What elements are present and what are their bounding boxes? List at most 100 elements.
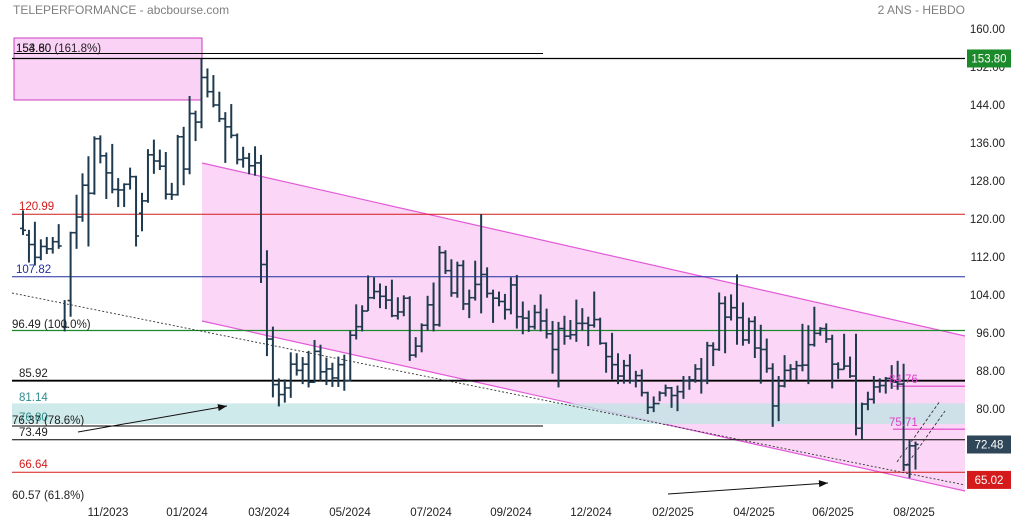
ohlc-bar [769, 363, 776, 427]
y-axis-tick: 128.00 [970, 176, 1005, 188]
ohlc-bar [246, 152, 253, 175]
arrow-annotation [667, 480, 829, 495]
ohlc-bar [710, 342, 717, 367]
level-label: 107.82 [16, 264, 51, 276]
ohlc-bar [359, 305, 366, 332]
ohlc-bar [204, 68, 211, 98]
ohlc-bar [674, 385, 681, 412]
ohlc-bar [162, 151, 169, 200]
ohlc-bar [781, 355, 788, 388]
ohlc-bar [73, 194, 80, 249]
ohlc-bar [91, 136, 98, 195]
ohlc-bar [55, 224, 62, 249]
ohlc-bar [365, 275, 372, 312]
ohlc-bar [853, 333, 859, 436]
ohlc-bar [900, 363, 907, 471]
ohlc-bar [20, 210, 26, 236]
y-axis-tick: 88.00 [976, 366, 1005, 378]
ohlc-bar [121, 183, 128, 208]
ohlc-bar [216, 91, 223, 123]
ohlc-bar [103, 152, 110, 199]
ohlc-bar [793, 360, 800, 380]
zone-label: 81.14 [19, 392, 48, 404]
ohlc-bar [496, 291, 502, 307]
ohlc-bar [763, 338, 770, 373]
x-axis-tick: 11/2023 [88, 507, 129, 519]
ohlc-bar [133, 175, 140, 247]
ohlc-bar [25, 229, 32, 263]
ohlc-bar [739, 302, 746, 346]
ohlc-bar [299, 357, 306, 385]
ohlc-bar [31, 221, 38, 266]
ohlc-bar [525, 310, 532, 332]
fib-label-618: 60.57 (61.8%) [12, 490, 84, 502]
ohlc-bar [728, 294, 735, 321]
ohlc-bar [638, 369, 645, 397]
ohlc-bar [650, 396, 657, 413]
ohlc-bar [835, 362, 842, 379]
ohlc-bar [478, 214, 485, 314]
ohlc-bar [745, 317, 752, 344]
ohlc-bar [686, 376, 693, 390]
ohlc-bar [61, 300, 68, 332]
level-label-right: 84.76 [889, 374, 918, 386]
ohlc-bar [501, 293, 508, 320]
ohlc-bar [870, 376, 877, 404]
ohlc-bar [591, 291, 598, 328]
ohlc-bar [668, 386, 675, 408]
ohlc-bar [757, 324, 764, 384]
ohlc-bar [507, 277, 514, 315]
ohlc-bar [43, 236, 50, 255]
level-label-right: 75.71 [889, 417, 918, 429]
ohlc-bar [513, 274, 520, 329]
ohlc-bar [579, 308, 586, 331]
ohlc-bar [466, 289, 473, 319]
ohlc-bar [442, 250, 449, 274]
ohlc-bar [382, 285, 389, 310]
ohlc-bar [912, 441, 919, 470]
y-axis-tick: 120.00 [970, 214, 1005, 226]
ohlc-bar [174, 134, 181, 196]
ohlc-bar [460, 260, 467, 311]
ohlc-bar [692, 364, 699, 383]
ohlc-bar [293, 353, 300, 376]
ohlc-bar [210, 75, 217, 108]
ohlc-bar [644, 391, 651, 415]
ohlc-bar [829, 334, 836, 389]
ohlc-bar [127, 167, 134, 190]
zone-label: 76.80 [19, 412, 48, 424]
ohlc-bar [656, 391, 663, 405]
ohlc-bar [894, 360, 901, 390]
level-label: 96.49 (100.0%) [12, 319, 91, 331]
ohlc-bar [490, 289, 497, 323]
ohlc-bar [341, 354, 348, 391]
ohlc-bar [775, 376, 782, 422]
ohlc-bar [67, 231, 74, 317]
ohlc-bar [222, 112, 229, 163]
ohlc-bar [561, 315, 568, 345]
y-axis-tick: 136.00 [970, 138, 1005, 150]
ohlc-bar [323, 357, 330, 386]
x-axis-tick: 04/2025 [733, 507, 775, 519]
ohlc-bar [180, 126, 187, 186]
ohlc-bar [704, 341, 711, 385]
ohlc-bar [585, 316, 592, 347]
ohlc-bar [609, 332, 616, 380]
ohlc-bar [388, 279, 395, 318]
ohlc-bar [406, 296, 413, 361]
x-axis-tick: 02/2025 [652, 507, 694, 519]
ohlc-bar [864, 391, 871, 411]
ohlc-bar [240, 146, 247, 168]
x-axis-tick: 08/2025 [893, 507, 935, 519]
ohlc-bar [448, 259, 455, 297]
price-tag: 72.48 [967, 435, 1011, 454]
ohlc-bar [198, 58, 205, 129]
fib-label-786: 76.37 (78.6%) [12, 415, 84, 427]
ohlc-bar [662, 384, 669, 397]
ohlc-bar [234, 133, 241, 165]
ohlc-bar [597, 317, 604, 345]
level-label: 85.92 [19, 368, 48, 380]
ohlc-bar [252, 146, 259, 176]
ohlc-bar [620, 359, 627, 384]
ohlc-bar [347, 330, 354, 382]
